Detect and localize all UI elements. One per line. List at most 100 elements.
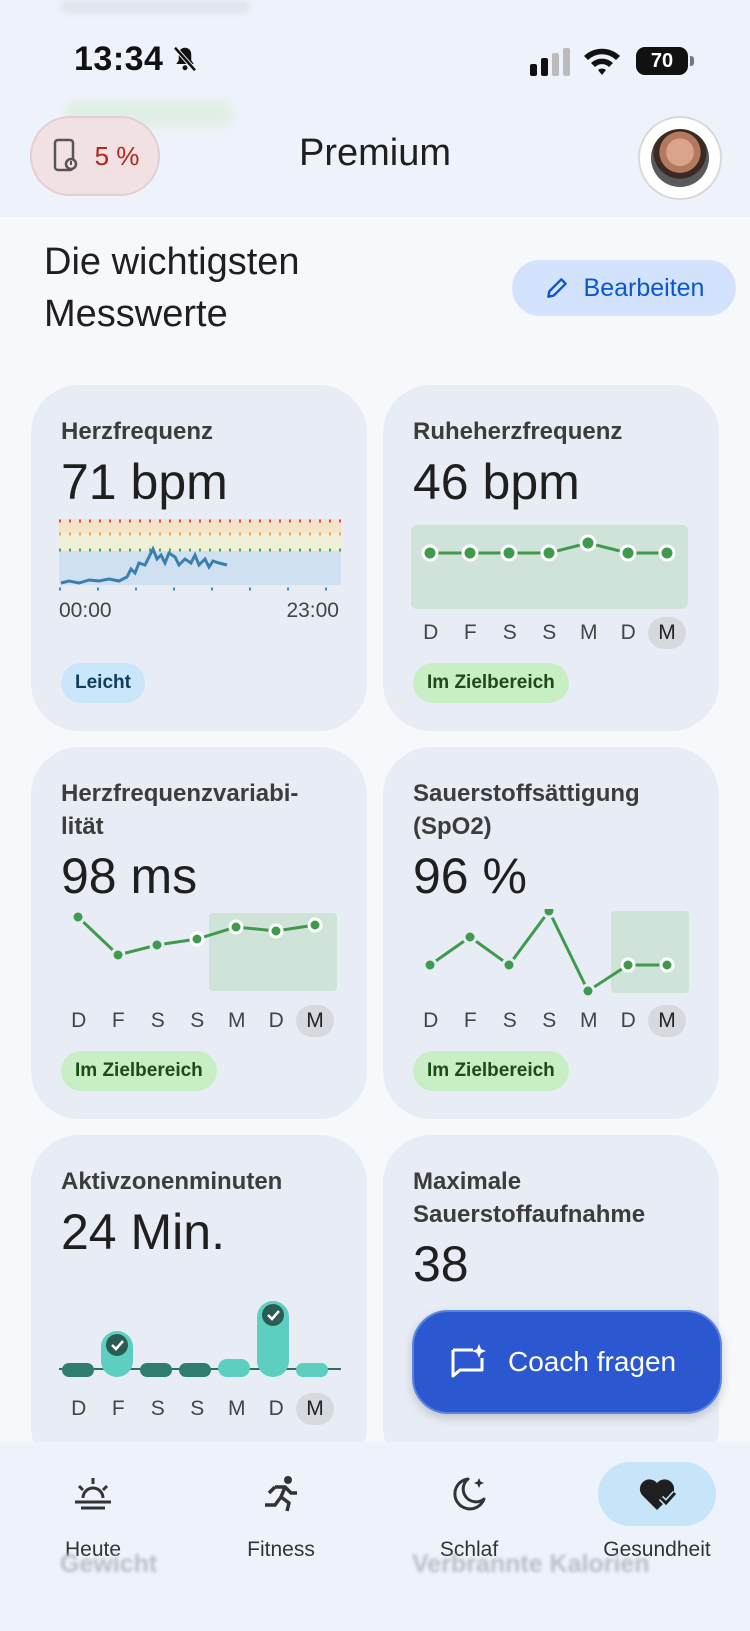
- moon-icon: [453, 1477, 486, 1511]
- day-label: D: [620, 1009, 636, 1032]
- time-start-label: 00:00: [59, 599, 112, 622]
- card-value: 46 bpm: [413, 454, 580, 510]
- device-battery-percent: 5 %: [94, 140, 140, 171]
- day-label-today: M: [296, 1393, 334, 1425]
- device-battery-chip[interactable]: 5 %: [30, 116, 160, 196]
- section-title: Die wichtigsten Messwerte: [44, 236, 374, 340]
- card-value: 98 ms: [61, 848, 198, 904]
- day-label: S: [150, 1009, 165, 1032]
- edit-button-label: Bearbeiten: [583, 273, 705, 302]
- card-title: Maximale Sauerstoffaufnahme: [413, 1165, 645, 1231]
- chat-sparkle-icon: [451, 1344, 486, 1378]
- running-icon: [265, 1476, 297, 1512]
- week-day-labels: D F S S M D M: [411, 1005, 686, 1037]
- card-title: Ruheherzfrequenz: [413, 418, 623, 445]
- day-label: D: [423, 621, 439, 644]
- device-battery-icon: [53, 138, 77, 172]
- nav-item-today[interactable]: Heute: [13, 1462, 173, 1562]
- card-value: 71 bpm: [61, 454, 228, 510]
- status-badge: Im Zielbereich: [413, 1051, 569, 1091]
- card-title: Herzfrequenz: [61, 418, 214, 445]
- edit-button[interactable]: Bearbeiten: [512, 260, 736, 316]
- top-app-bar: 13:34 70 5 % Premium: [0, 0, 750, 217]
- page-title: Premium: [298, 132, 452, 174]
- day-label: S: [190, 1397, 205, 1420]
- card-title: Sauerstoffsättigung (SpO2): [413, 777, 640, 843]
- nav-label: Fitness: [247, 1538, 315, 1561]
- heart-check-icon: [639, 1479, 677, 1510]
- card-active-zone-minutes[interactable]: Aktivzonenminuten 24 Min. D F S S M D M: [31, 1135, 367, 1475]
- day-label-today: M: [648, 617, 686, 649]
- day-label: F: [111, 1397, 125, 1420]
- nav-label: Heute: [64, 1538, 122, 1561]
- coach-ask-button[interactable]: Coach fragen: [412, 1310, 722, 1414]
- day-label: M: [580, 621, 598, 644]
- card-spo2[interactable]: Sauerstoffsättigung (SpO2) 96 % D F S S …: [383, 747, 719, 1119]
- card-title: Herzfrequenzvariabi- lität: [61, 777, 298, 843]
- day-label: D: [423, 1009, 439, 1032]
- status-badge: Leicht: [61, 663, 145, 703]
- ghost-card-title-weight: Gewicht: [60, 1550, 158, 1578]
- card-title: Aktivzonenminuten: [61, 1168, 283, 1195]
- resting-hr-week-chart: [411, 525, 688, 609]
- day-label: S: [150, 1397, 165, 1420]
- battery-indicator: 70: [636, 47, 694, 75]
- day-label: D: [71, 1397, 87, 1420]
- day-label: F: [463, 1009, 477, 1032]
- nav-item-health[interactable]: Gesundheit: [577, 1462, 737, 1562]
- day-label: F: [111, 1009, 125, 1032]
- card-vo2-max[interactable]: Maximale Sauerstoffaufnahme 38: [383, 1135, 719, 1475]
- week-day-labels: D F S S M D M: [411, 617, 686, 649]
- day-label: M: [228, 1397, 246, 1420]
- nav-icon-wrap: [201, 1462, 361, 1526]
- bell-off-icon: [173, 46, 197, 72]
- cell-signal-icon: [530, 48, 570, 76]
- card-value: 96 %: [413, 848, 527, 904]
- week-day-labels: D F S S M D M: [59, 1005, 334, 1037]
- day-label: M: [228, 1009, 246, 1032]
- day-label: S: [542, 621, 557, 644]
- status-badge: Im Zielbereich: [413, 663, 569, 703]
- spo2-week-chart: [422, 909, 689, 999]
- nav-item-sleep[interactable]: Schlaf: [389, 1462, 549, 1562]
- avatar[interactable]: [638, 116, 722, 200]
- card-resting-heart-rate[interactable]: Ruheherzfrequenz 46 bpm D F S S M D M Im…: [383, 385, 719, 731]
- nav-item-fitness[interactable]: Fitness: [201, 1462, 361, 1562]
- card-value: 24 Min.: [61, 1204, 225, 1260]
- day-label: S: [502, 621, 517, 644]
- sun-horizon-icon: [75, 1478, 111, 1510]
- card-heart-rate[interactable]: Herzfrequenz 71 bpm 00:00 23:00 Leicht: [31, 385, 367, 731]
- bottom-navigation: Heute Fitness Schlaf: [0, 1442, 750, 1631]
- section-title-line2: Messwerte: [44, 293, 228, 335]
- week-day-labels: D F S S M D M: [59, 1393, 334, 1425]
- section-title-line1: Die wichtigsten: [44, 241, 300, 283]
- card-value: 38: [413, 1236, 469, 1292]
- day-label: F: [463, 621, 477, 644]
- nav-icon-wrap-active: [598, 1462, 716, 1526]
- card-title-line2: Sauerstoffaufnahme: [413, 1201, 646, 1228]
- nav-icon-wrap: [389, 1462, 549, 1526]
- day-label: D: [268, 1009, 284, 1032]
- day-label: D: [71, 1009, 87, 1032]
- profile-photo: [651, 129, 709, 187]
- ghost-card-title-calories: Verbrannte Kalorien: [412, 1550, 650, 1578]
- blurred-notification: [60, 0, 250, 14]
- heart-rate-day-chart: [59, 519, 341, 591]
- day-label: M: [580, 1009, 598, 1032]
- card-hrv[interactable]: Herzfrequenzvariabi- lität 98 ms D F S S…: [31, 747, 367, 1119]
- day-label: S: [502, 1009, 517, 1032]
- card-title-line1: Sauerstoffsättigung: [413, 780, 640, 807]
- nav-icon-wrap: [13, 1462, 173, 1526]
- coach-ask-label: Coach fragen: [508, 1346, 677, 1377]
- day-label: D: [620, 621, 636, 644]
- goal-badge-icon: [106, 1304, 284, 1356]
- card-title-line2: (SpO2): [413, 813, 492, 840]
- azm-week-chart: [59, 1301, 341, 1377]
- day-label-today: M: [296, 1005, 334, 1037]
- status-time: 13:34: [74, 40, 164, 78]
- card-title-line2: lität: [61, 813, 104, 840]
- wifi-icon: [584, 48, 620, 75]
- nav-label: Gesundheit: [603, 1538, 711, 1561]
- day-label: D: [268, 1397, 284, 1420]
- day-label-today: M: [648, 1005, 686, 1037]
